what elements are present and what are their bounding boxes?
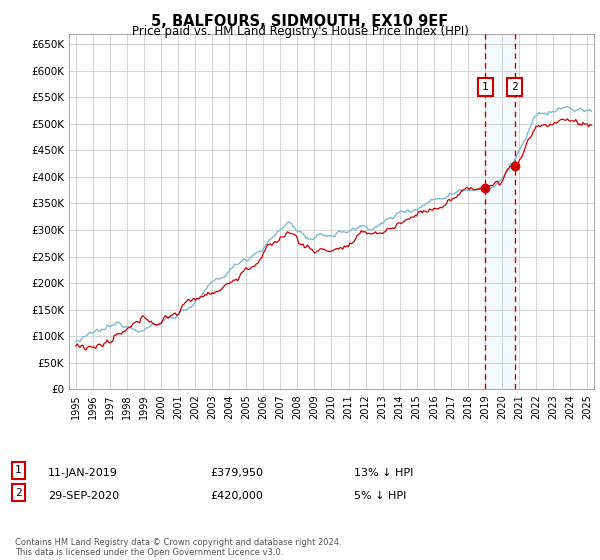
- Text: 11-JAN-2019: 11-JAN-2019: [48, 468, 118, 478]
- Text: 2: 2: [15, 488, 22, 498]
- Text: 29-SEP-2020: 29-SEP-2020: [48, 491, 119, 501]
- Text: £420,000: £420,000: [210, 491, 263, 501]
- Text: 1: 1: [15, 465, 22, 475]
- Text: Contains HM Land Registry data © Crown copyright and database right 2024.
This d: Contains HM Land Registry data © Crown c…: [15, 538, 341, 557]
- Text: Price paid vs. HM Land Registry's House Price Index (HPI): Price paid vs. HM Land Registry's House …: [131, 25, 469, 38]
- Text: 2: 2: [511, 82, 518, 92]
- Text: £379,950: £379,950: [210, 468, 263, 478]
- Text: 1: 1: [482, 82, 489, 92]
- Text: 5% ↓ HPI: 5% ↓ HPI: [354, 491, 406, 501]
- Text: 5, BALFOURS, SIDMOUTH, EX10 9EF: 5, BALFOURS, SIDMOUTH, EX10 9EF: [151, 14, 449, 29]
- Text: 13% ↓ HPI: 13% ↓ HPI: [354, 468, 413, 478]
- Bar: [485, 34, 515, 389]
